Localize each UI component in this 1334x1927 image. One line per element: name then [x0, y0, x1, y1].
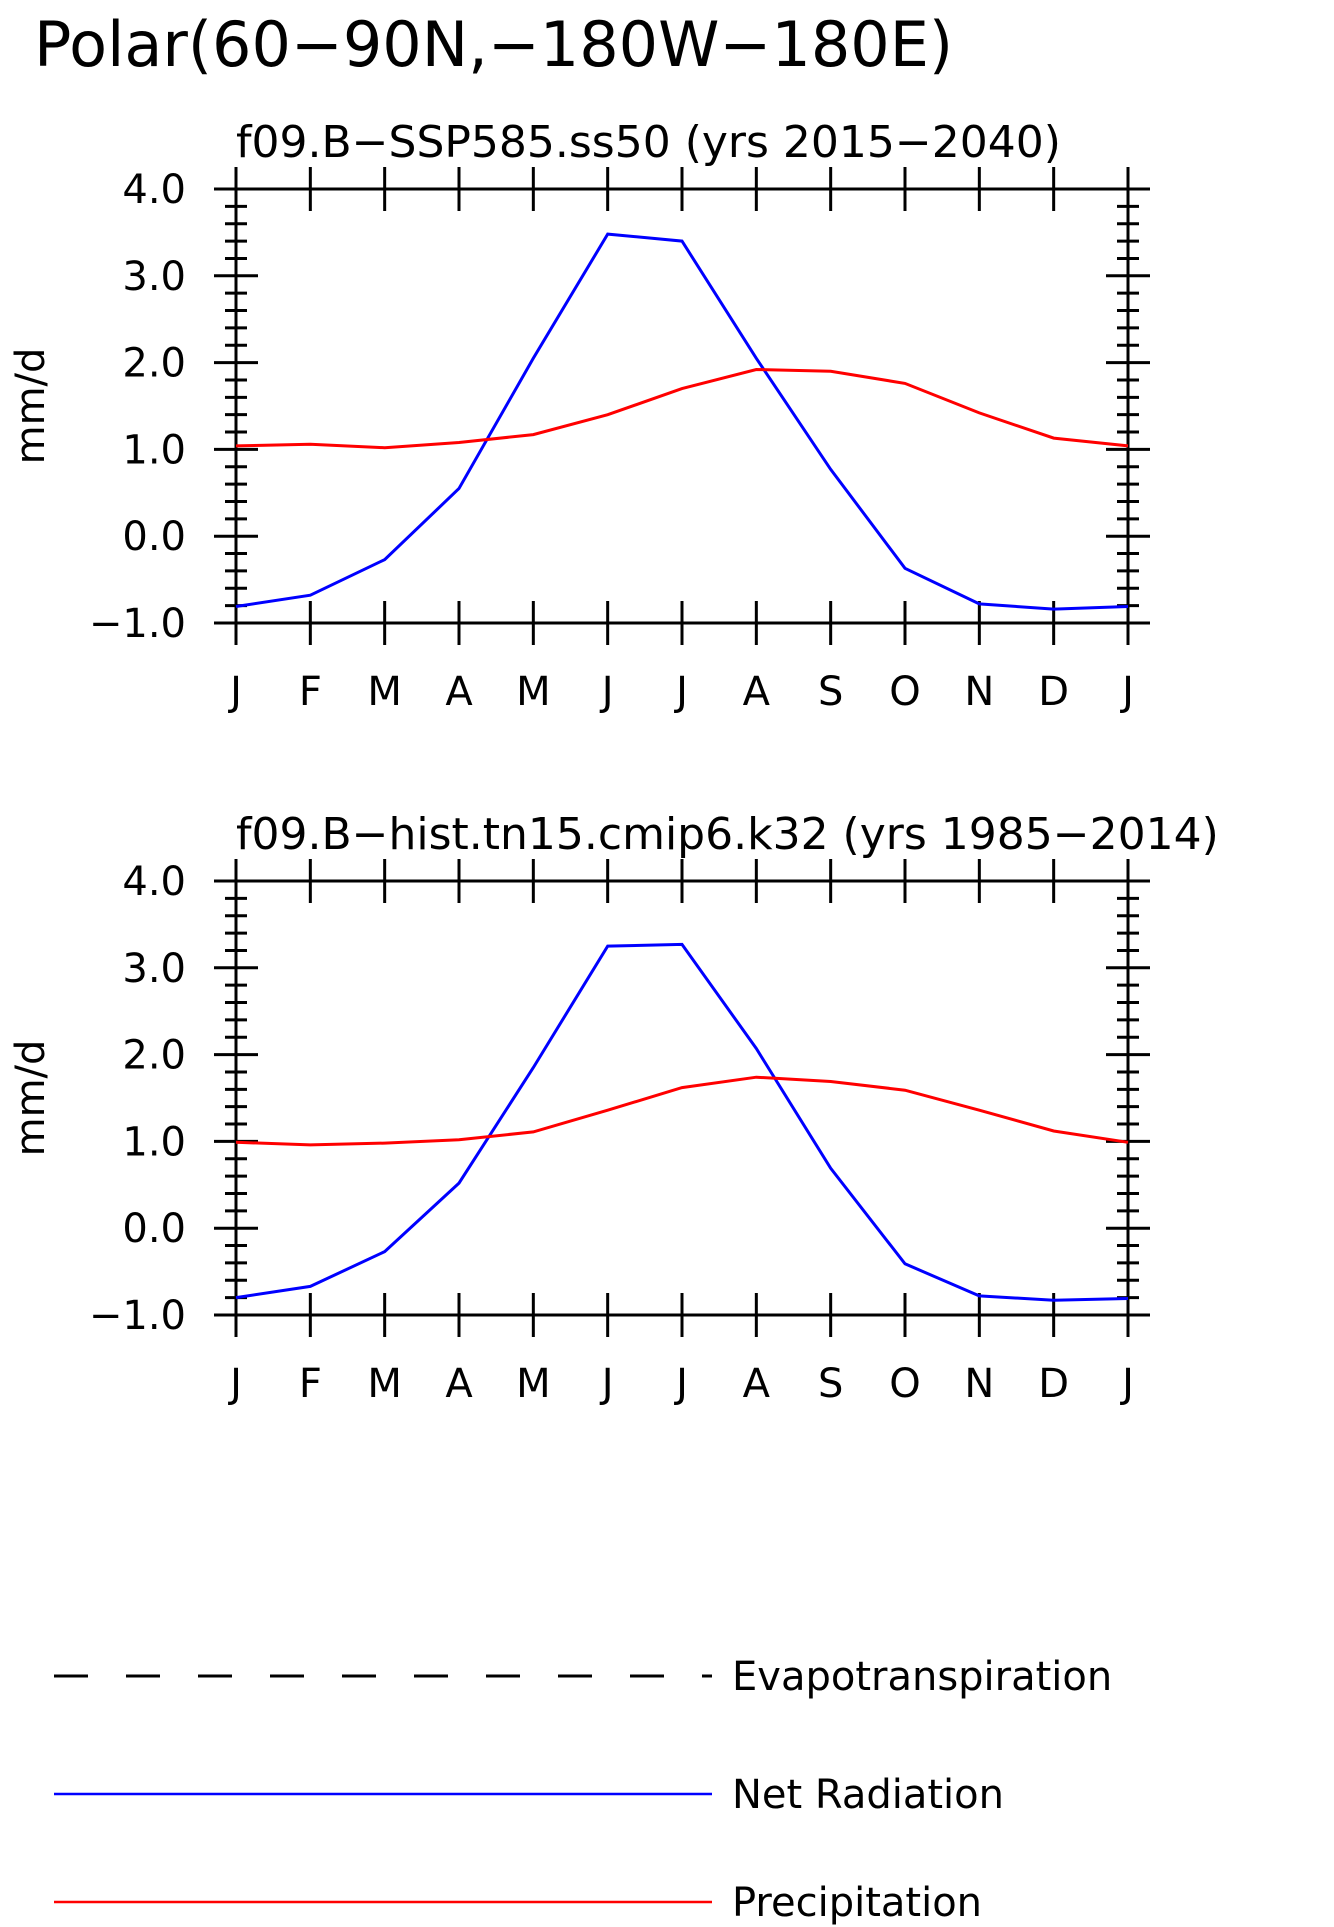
y-tick-label: 4.0 — [122, 859, 186, 905]
y-axis-label: mm/d — [8, 348, 54, 465]
x-tick-label: A — [445, 669, 473, 715]
x-tick-label: D — [1038, 669, 1069, 715]
panels: f09.B−SSP585.ss50 (yrs 2015−2040) mm/d −1.… — [8, 117, 1219, 1407]
precipitation-line — [235, 1075, 1129, 1147]
x-tick-label: J — [673, 669, 688, 715]
x-tick-label: N — [964, 669, 994, 715]
legend-label-evapotranspiration: Evapotranspiration — [732, 1654, 1112, 1700]
legend-label-precipitation: Precipitation — [732, 1880, 982, 1926]
figure-title: Polar(60−90N,−180W−180E) — [34, 8, 953, 81]
y-tick-label: 4.0 — [122, 167, 186, 213]
y-tick-label: 1.0 — [122, 1119, 186, 1165]
y-tick-label: −1.0 — [89, 601, 186, 647]
x-tick-label: N — [964, 1361, 994, 1407]
y-tick-label: 1.0 — [122, 427, 186, 473]
x-tick-label: S — [818, 669, 843, 715]
x-tick-label: F — [299, 669, 322, 715]
x-tick-label: M — [516, 669, 551, 715]
legend: Evapotranspiration Net Radiation Precipita… — [54, 1654, 1112, 1926]
y-tick-label: 2.0 — [122, 341, 186, 387]
x-tick-label: M — [367, 669, 402, 715]
y-tick-label: 0.0 — [122, 514, 186, 560]
x-tick-label: J — [1119, 669, 1134, 715]
x-tick-label: O — [889, 669, 920, 715]
y-tick-label: 0.0 — [122, 1206, 186, 1252]
y-tick-label: 2.0 — [122, 1033, 186, 1079]
y-tick-label: 3.0 — [122, 254, 186, 300]
legend-label-net-radiation: Net Radiation — [732, 1772, 1004, 1818]
y-tick-label: −1.0 — [89, 1293, 186, 1339]
chart-title: f09.B−SSP585.ss50 (yrs 2015−2040) — [236, 117, 1061, 168]
x-tick-label: A — [445, 1361, 473, 1407]
x-tick-label: S — [818, 1361, 843, 1407]
x-tick-label: D — [1038, 1361, 1069, 1407]
x-tick-label: M — [367, 1361, 402, 1407]
x-tick-label: J — [227, 669, 242, 715]
x-tick-label: J — [227, 1361, 242, 1407]
y-tick-label: 3.0 — [122, 946, 186, 992]
chart-panel-1: f09.B−SSP585.ss50 (yrs 2015−2040) mm/d −1.… — [8, 117, 1150, 715]
chart-title: f09.B−hist.tn15.cmip6.k32 (yrs 1985−2014… — [236, 809, 1219, 860]
x-tick-label: J — [599, 669, 614, 715]
net-radiation-line — [235, 232, 1129, 611]
x-tick-label: J — [673, 1361, 688, 1407]
y-axis-label: mm/d — [8, 1040, 54, 1157]
x-tick-label: M — [516, 1361, 551, 1407]
x-tick-label: F — [299, 1361, 322, 1407]
x-tick-label: J — [599, 1361, 614, 1407]
plot-frame — [234, 187, 1130, 625]
x-tick-label: A — [743, 1361, 771, 1407]
x-tick-label: J — [1119, 1361, 1134, 1407]
x-tick-label: O — [889, 1361, 920, 1407]
net-radiation-line — [235, 942, 1129, 1302]
x-tick-label: A — [743, 669, 771, 715]
precipitation-line — [235, 367, 1129, 450]
chart-panel-2: f09.B−hist.tn15.cmip6.k32 (yrs 1985−2014… — [8, 809, 1219, 1407]
